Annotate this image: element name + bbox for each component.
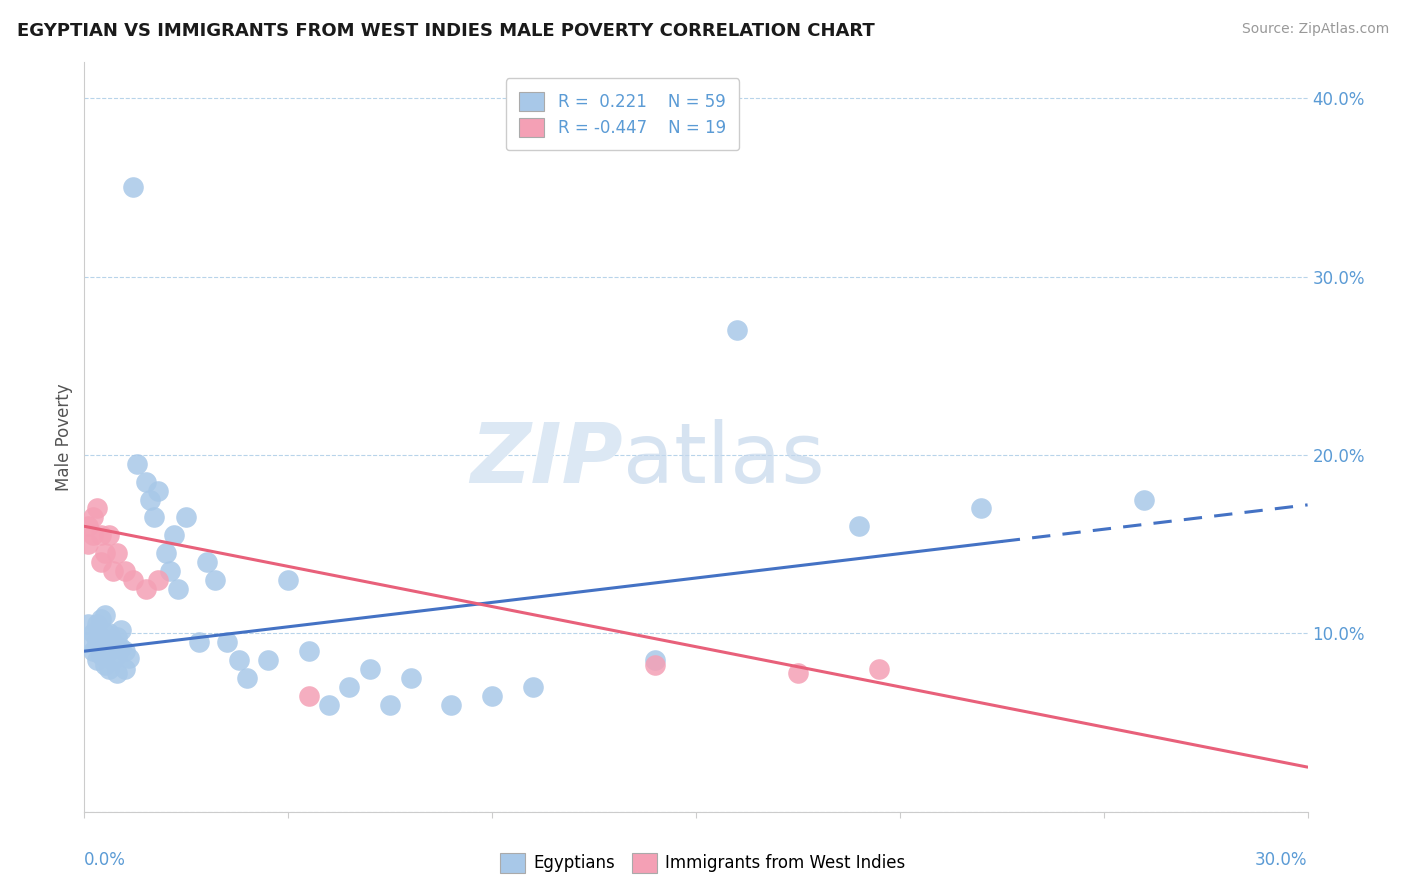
Point [77, 617, 100, 632]
Point [101, 635, 124, 649]
Point [82, 644, 104, 658]
Text: ZIP: ZIP [470, 419, 623, 500]
Point [82, 528, 104, 542]
Point [135, 582, 157, 596]
Point [339, 680, 361, 694]
Point [105, 665, 128, 680]
Point [86, 653, 108, 667]
Y-axis label: Male Poverty: Male Poverty [55, 384, 73, 491]
Point [380, 698, 402, 712]
Point [93, 626, 115, 640]
Point [174, 510, 197, 524]
Point [122, 573, 145, 587]
Point [869, 662, 891, 676]
Point [228, 653, 250, 667]
Point [277, 573, 299, 587]
Point [114, 644, 136, 658]
Point [146, 573, 169, 587]
Point [644, 658, 666, 673]
Point [970, 501, 993, 516]
Point [135, 475, 157, 489]
Text: EGYPTIAN VS IMMIGRANTS FROM WEST INDIES MALE POVERTY CORRELATION CHART: EGYPTIAN VS IMMIGRANTS FROM WEST INDIES … [17, 22, 875, 40]
Point [93, 640, 115, 655]
Point [167, 582, 190, 596]
Point [522, 680, 544, 694]
Point [90, 528, 112, 542]
Point [105, 630, 128, 644]
Point [440, 698, 463, 712]
Point [257, 653, 280, 667]
Point [114, 662, 136, 676]
Point [236, 671, 259, 685]
Point [142, 510, 165, 524]
Point [195, 555, 218, 569]
Point [93, 546, 115, 560]
Point [97, 626, 120, 640]
Point [105, 546, 128, 560]
Point [127, 457, 149, 471]
Text: 30.0%: 30.0% [1256, 851, 1308, 869]
Point [86, 635, 108, 649]
Point [82, 510, 104, 524]
Point [90, 630, 112, 644]
Point [318, 698, 340, 712]
Point [86, 617, 108, 632]
Point [298, 689, 321, 703]
Point [787, 665, 810, 680]
Point [399, 671, 422, 685]
Point [122, 180, 145, 194]
Point [155, 546, 177, 560]
Point [93, 608, 115, 623]
Point [848, 519, 870, 533]
Text: 0.0%: 0.0% [84, 851, 127, 869]
Point [217, 635, 239, 649]
Text: Source: ZipAtlas.com: Source: ZipAtlas.com [1241, 22, 1389, 37]
Point [77, 635, 100, 649]
Point [163, 528, 186, 542]
Point [146, 483, 169, 498]
Point [86, 501, 108, 516]
Point [97, 644, 120, 658]
Point [97, 528, 120, 542]
Legend: Egyptians, Immigrants from West Indies: Egyptians, Immigrants from West Indies [494, 847, 912, 880]
Point [101, 653, 124, 667]
Point [644, 653, 666, 667]
Point [110, 623, 132, 637]
Point [187, 635, 209, 649]
Point [93, 658, 115, 673]
Point [481, 689, 503, 703]
Point [97, 662, 120, 676]
Point [77, 519, 100, 533]
Text: atlas: atlas [623, 419, 824, 500]
Point [77, 537, 100, 551]
Point [110, 640, 132, 655]
Point [359, 662, 381, 676]
Point [90, 555, 112, 569]
Point [90, 648, 112, 662]
Point [1133, 492, 1156, 507]
Point [101, 564, 124, 578]
Point [159, 564, 181, 578]
Point [725, 323, 748, 337]
Point [90, 612, 112, 626]
Point [204, 573, 226, 587]
Point [138, 492, 160, 507]
Point [82, 626, 104, 640]
Legend: R =  0.221    N = 59, R = -0.447    N = 19: R = 0.221 N = 59, R = -0.447 N = 19 [506, 78, 740, 150]
Point [114, 564, 136, 578]
Point [105, 648, 128, 662]
Point [298, 644, 321, 658]
Point [118, 651, 141, 665]
